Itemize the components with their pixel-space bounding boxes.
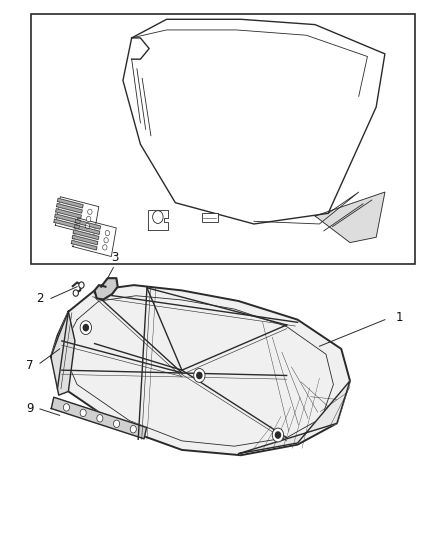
Text: 9: 9 [26,402,33,415]
Polygon shape [51,312,75,395]
Polygon shape [239,381,350,454]
Bar [201,213,218,222]
Text: 7: 7 [26,359,33,372]
Circle shape [80,321,92,335]
Polygon shape [73,218,116,256]
Polygon shape [51,285,350,455]
Circle shape [104,238,108,243]
Circle shape [194,368,205,382]
Circle shape [79,282,84,288]
Circle shape [102,245,107,250]
Polygon shape [51,397,147,439]
Polygon shape [123,19,385,224]
Text: 1: 1 [396,311,403,324]
Polygon shape [55,197,99,235]
Polygon shape [74,225,99,235]
Text: 3: 3 [111,251,119,264]
Circle shape [113,420,120,427]
Circle shape [272,428,284,442]
Circle shape [80,409,86,417]
Circle shape [88,209,92,214]
Circle shape [97,415,103,422]
Polygon shape [72,235,98,245]
Circle shape [86,216,91,222]
Bar [31,14,416,264]
Circle shape [152,211,163,223]
Circle shape [197,373,202,378]
Polygon shape [54,219,79,229]
Circle shape [73,290,78,296]
Circle shape [83,325,88,331]
Polygon shape [75,220,101,229]
Polygon shape [73,230,99,239]
Polygon shape [315,192,385,243]
Circle shape [105,230,110,236]
Polygon shape [57,204,82,213]
Polygon shape [148,209,168,230]
Polygon shape [55,214,80,223]
Polygon shape [71,240,97,250]
Circle shape [130,425,136,433]
Text: 2: 2 [36,292,43,305]
Circle shape [85,223,89,229]
Circle shape [276,432,280,438]
Polygon shape [56,209,81,219]
Polygon shape [57,198,83,208]
Polygon shape [95,278,118,300]
Circle shape [64,403,70,411]
